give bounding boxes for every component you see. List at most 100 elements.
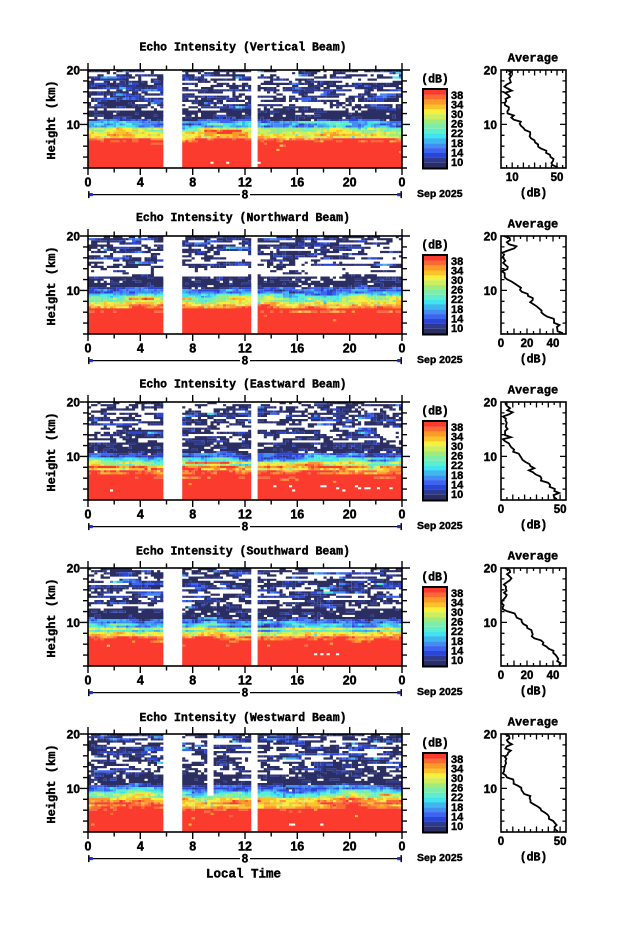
svg-text:26: 26 bbox=[451, 119, 463, 131]
svg-text:10: 10 bbox=[484, 284, 498, 298]
svg-text:(dB): (dB) bbox=[520, 852, 548, 865]
svg-text:Echo Intensity (Northward Beam: Echo Intensity (Northward Beam) bbox=[136, 212, 350, 225]
svg-text:22: 22 bbox=[451, 460, 463, 472]
svg-text:20: 20 bbox=[343, 673, 357, 687]
svg-text:40: 40 bbox=[547, 338, 560, 350]
svg-text:Echo Intensity (Vertical Beam): Echo Intensity (Vertical Beam) bbox=[139, 42, 346, 55]
svg-text:50: 50 bbox=[554, 836, 567, 848]
svg-text:20: 20 bbox=[67, 396, 81, 410]
svg-text:Echo Intensity (Westward Beam): Echo Intensity (Westward Beam) bbox=[139, 712, 346, 725]
svg-text:20: 20 bbox=[484, 230, 498, 244]
svg-text:34: 34 bbox=[451, 431, 464, 443]
svg-text:0: 0 bbox=[85, 839, 92, 853]
svg-text:30: 30 bbox=[451, 275, 463, 287]
svg-text:30: 30 bbox=[451, 607, 463, 619]
svg-text:12: 12 bbox=[238, 839, 252, 853]
svg-text:12: 12 bbox=[238, 673, 252, 687]
svg-text:10: 10 bbox=[67, 616, 81, 630]
svg-text:20: 20 bbox=[484, 728, 498, 742]
svg-text:4: 4 bbox=[137, 341, 144, 355]
svg-text:20: 20 bbox=[67, 64, 81, 78]
svg-text:20: 20 bbox=[343, 839, 357, 853]
svg-text:4: 4 bbox=[137, 673, 144, 687]
svg-text:38: 38 bbox=[451, 588, 463, 600]
svg-text:10: 10 bbox=[67, 118, 81, 132]
svg-text:8: 8 bbox=[189, 175, 196, 189]
svg-text:10: 10 bbox=[506, 172, 519, 184]
svg-text:Height (km): Height (km) bbox=[45, 578, 59, 657]
svg-text:30: 30 bbox=[451, 109, 463, 121]
svg-text:10: 10 bbox=[451, 821, 463, 833]
svg-text:Average: Average bbox=[508, 716, 558, 730]
svg-text:18: 18 bbox=[451, 470, 463, 482]
svg-text:40: 40 bbox=[547, 670, 560, 682]
svg-text:50: 50 bbox=[551, 172, 564, 184]
svg-text:22: 22 bbox=[451, 294, 463, 306]
svg-text:0: 0 bbox=[399, 341, 406, 355]
svg-text:38: 38 bbox=[451, 754, 463, 766]
svg-text:(dB): (dB) bbox=[421, 240, 449, 253]
svg-text:Echo Intensity (Eastward Beam): Echo Intensity (Eastward Beam) bbox=[139, 379, 346, 392]
svg-text:8: 8 bbox=[189, 341, 196, 355]
svg-text:0: 0 bbox=[399, 673, 406, 687]
svg-text:0: 0 bbox=[85, 673, 92, 687]
svg-text:8: 8 bbox=[189, 507, 196, 521]
svg-text:10: 10 bbox=[484, 118, 498, 132]
svg-text:10: 10 bbox=[451, 157, 463, 169]
svg-text:18: 18 bbox=[451, 636, 463, 648]
svg-text:8: 8 bbox=[189, 839, 196, 853]
svg-text:10: 10 bbox=[484, 616, 498, 630]
svg-text:0: 0 bbox=[498, 504, 504, 516]
svg-text:10: 10 bbox=[451, 323, 463, 335]
svg-text:0: 0 bbox=[498, 670, 504, 682]
svg-text:20: 20 bbox=[343, 507, 357, 521]
svg-text:8: 8 bbox=[242, 688, 249, 700]
svg-text:16: 16 bbox=[290, 341, 304, 355]
svg-text:30: 30 bbox=[451, 441, 463, 453]
svg-text:18: 18 bbox=[451, 802, 463, 814]
svg-text:20: 20 bbox=[484, 562, 498, 576]
svg-text:0: 0 bbox=[85, 175, 92, 189]
svg-text:12: 12 bbox=[238, 507, 252, 521]
svg-text:22: 22 bbox=[451, 626, 463, 638]
svg-text:34: 34 bbox=[451, 763, 464, 775]
svg-text:10: 10 bbox=[67, 782, 81, 796]
svg-text:(dB): (dB) bbox=[520, 354, 548, 367]
svg-text:Sep 2025: Sep 2025 bbox=[417, 852, 463, 864]
svg-text:8: 8 bbox=[189, 673, 196, 687]
svg-text:20: 20 bbox=[67, 230, 81, 244]
svg-text:4: 4 bbox=[137, 175, 144, 189]
svg-text:Sep 2025: Sep 2025 bbox=[417, 354, 463, 366]
svg-text:16: 16 bbox=[290, 507, 304, 521]
svg-text:30: 30 bbox=[451, 773, 463, 785]
svg-text:20: 20 bbox=[521, 338, 534, 350]
svg-text:18: 18 bbox=[451, 138, 463, 150]
svg-text:0: 0 bbox=[85, 341, 92, 355]
svg-text:14: 14 bbox=[451, 147, 464, 159]
svg-text:14: 14 bbox=[451, 811, 464, 823]
svg-text:0: 0 bbox=[399, 507, 406, 521]
svg-text:0: 0 bbox=[399, 839, 406, 853]
svg-text:34: 34 bbox=[451, 99, 464, 111]
svg-text:0: 0 bbox=[498, 338, 504, 350]
svg-text:20: 20 bbox=[521, 670, 534, 682]
svg-text:16: 16 bbox=[290, 175, 304, 189]
svg-text:(dB): (dB) bbox=[421, 572, 449, 585]
svg-text:(dB): (dB) bbox=[520, 188, 548, 201]
svg-text:(dB): (dB) bbox=[520, 686, 548, 699]
svg-text:14: 14 bbox=[451, 313, 464, 325]
svg-text:Sep 2025: Sep 2025 bbox=[417, 686, 463, 698]
svg-text:12: 12 bbox=[238, 341, 252, 355]
svg-text:16: 16 bbox=[290, 673, 304, 687]
svg-text:26: 26 bbox=[451, 617, 463, 629]
svg-text:34: 34 bbox=[451, 265, 464, 277]
svg-text:(dB): (dB) bbox=[421, 738, 449, 751]
svg-text:20: 20 bbox=[67, 562, 81, 576]
svg-text:16: 16 bbox=[290, 839, 304, 853]
svg-text:10: 10 bbox=[67, 450, 81, 464]
svg-text:10: 10 bbox=[484, 450, 498, 464]
svg-text:22: 22 bbox=[451, 128, 463, 140]
svg-text:Height (km): Height (km) bbox=[45, 246, 59, 325]
svg-text:0: 0 bbox=[399, 175, 406, 189]
svg-text:0: 0 bbox=[498, 836, 504, 848]
